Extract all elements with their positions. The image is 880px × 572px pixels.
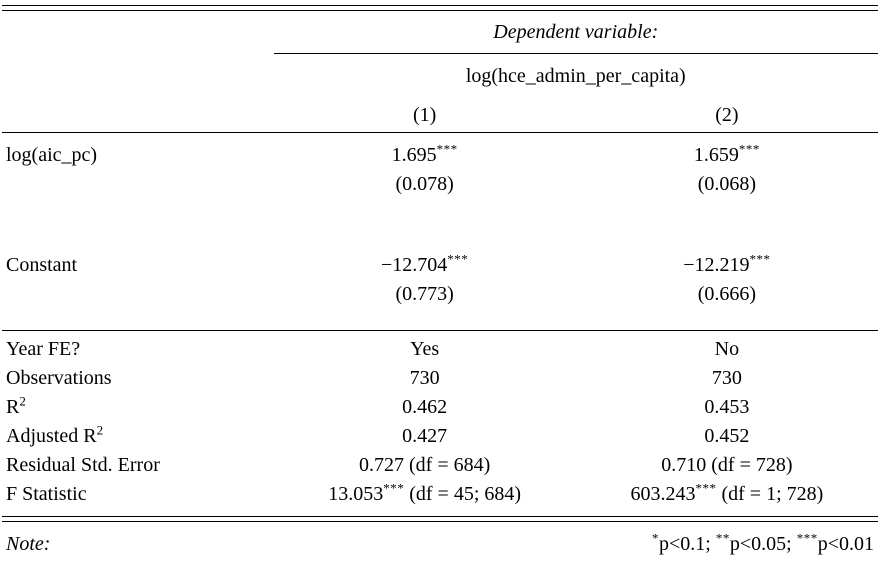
stat-value: No bbox=[575, 330, 878, 364]
stat-value-suffix: (df = 1; 728) bbox=[716, 483, 824, 505]
std-error-value: (0.068) bbox=[697, 172, 757, 195]
std-error-row-constant: (0.773) (0.666) bbox=[2, 279, 878, 309]
stat-label: Residual Std. Error bbox=[6, 454, 160, 476]
coefficient-row-log-aic-pc: log(aic_pc) 1.695*** 1.659*** bbox=[2, 133, 878, 170]
stat-label-superscript: 2 bbox=[96, 422, 104, 438]
stat-value: 603.243 bbox=[630, 483, 696, 505]
significance-threshold: p<0.1; bbox=[659, 533, 716, 555]
coefficient-row-constant: Constant −12.704*** −12.219*** bbox=[2, 243, 878, 279]
stat-value: 0.452 bbox=[704, 425, 750, 447]
top-double-rule bbox=[2, 5, 878, 11]
significance-threshold: p<0.05; bbox=[729, 533, 797, 555]
significance-stars: *** bbox=[695, 480, 717, 496]
std-error-row-log-aic-pc: (0.078) (0.068) bbox=[2, 169, 878, 199]
model-2-header: (2) bbox=[575, 99, 878, 133]
note-row: Note: *p<0.1; **p<0.05; ***p<0.01 bbox=[2, 530, 878, 556]
dependent-variable-name: log(hce_admin_per_capita) bbox=[465, 65, 686, 87]
bottom-double-rule bbox=[2, 516, 878, 522]
spacer-row bbox=[2, 199, 878, 243]
model-1-header: (1) bbox=[273, 99, 576, 133]
estimate-value: −12.704 bbox=[381, 254, 448, 276]
stat-label: R bbox=[6, 396, 20, 418]
significance-stars: *** bbox=[796, 530, 818, 546]
note-label: Note: bbox=[6, 533, 51, 555]
significance-stars: *** bbox=[749, 251, 771, 267]
stat-value: 0.453 bbox=[704, 396, 750, 418]
dependent-variable-label: Dependent variable: bbox=[493, 20, 659, 43]
significance-stars: *** bbox=[738, 141, 760, 157]
stat-value: 0.462 bbox=[402, 396, 448, 418]
stat-row-f-statistic: F Statistic 13.053*** (df = 45; 684) 603… bbox=[2, 480, 878, 509]
stat-label: Adjusted R bbox=[6, 425, 97, 447]
std-error-value: (0.666) bbox=[697, 282, 757, 305]
std-error-value: (0.773) bbox=[395, 282, 454, 305]
estimate-value: −12.219 bbox=[683, 254, 750, 276]
significance-threshold: p<0.01 bbox=[817, 533, 874, 555]
stat-row-observations: Observations 730 730 bbox=[2, 364, 878, 393]
stat-row-year-fe: Year FE? Yes No bbox=[2, 330, 878, 364]
estimate-value: 1.695 bbox=[391, 144, 437, 166]
stat-value: 0.710 (df = 728) bbox=[661, 454, 793, 476]
coefficient-label: log(aic_pc) bbox=[6, 144, 98, 166]
stat-label: F Statistic bbox=[6, 483, 87, 505]
spacer-row bbox=[2, 309, 878, 331]
significance-stars: *** bbox=[447, 251, 469, 267]
stat-row-r-squared: R2 0.462 0.453 bbox=[2, 393, 878, 422]
stat-value: 0.427 bbox=[402, 425, 448, 447]
stat-value: 730 bbox=[409, 367, 440, 389]
stat-value-suffix: (df = 45; 684) bbox=[404, 483, 522, 505]
regression-table-sheet: Dependent variable: log(hce_admin_per_ca… bbox=[2, 5, 878, 556]
model-number-row: (1) (2) bbox=[2, 99, 878, 133]
estimate-value: 1.659 bbox=[693, 144, 739, 166]
significance-stars: * bbox=[652, 530, 660, 546]
significance-legend: *p<0.1; **p<0.05; ***p<0.01 bbox=[652, 530, 874, 556]
dependent-variable-name-row: log(hce_admin_per_capita) bbox=[2, 54, 878, 100]
significance-stars: *** bbox=[436, 141, 458, 157]
stat-value: 0.727 (df = 684) bbox=[359, 454, 491, 476]
significance-stars: *** bbox=[383, 480, 405, 496]
stat-row-residual-std-error: Residual Std. Error 0.727 (df = 684) 0.7… bbox=[2, 451, 878, 480]
stat-label: Observations bbox=[6, 367, 112, 389]
coefficient-label: Constant bbox=[6, 254, 78, 276]
regression-results-table: Dependent variable: log(hce_admin_per_ca… bbox=[2, 11, 878, 509]
dependent-variable-row: Dependent variable: bbox=[2, 11, 878, 54]
stat-label-superscript: 2 bbox=[19, 393, 27, 409]
stat-value: Yes bbox=[273, 330, 576, 364]
stat-value: 13.053 bbox=[328, 483, 384, 505]
stat-row-adjusted-r-squared: Adjusted R2 0.427 0.452 bbox=[2, 422, 878, 451]
stat-value: 730 bbox=[711, 367, 742, 389]
stat-label: Year FE? bbox=[6, 338, 81, 360]
std-error-value: (0.078) bbox=[395, 172, 454, 195]
significance-stars: ** bbox=[715, 530, 730, 546]
